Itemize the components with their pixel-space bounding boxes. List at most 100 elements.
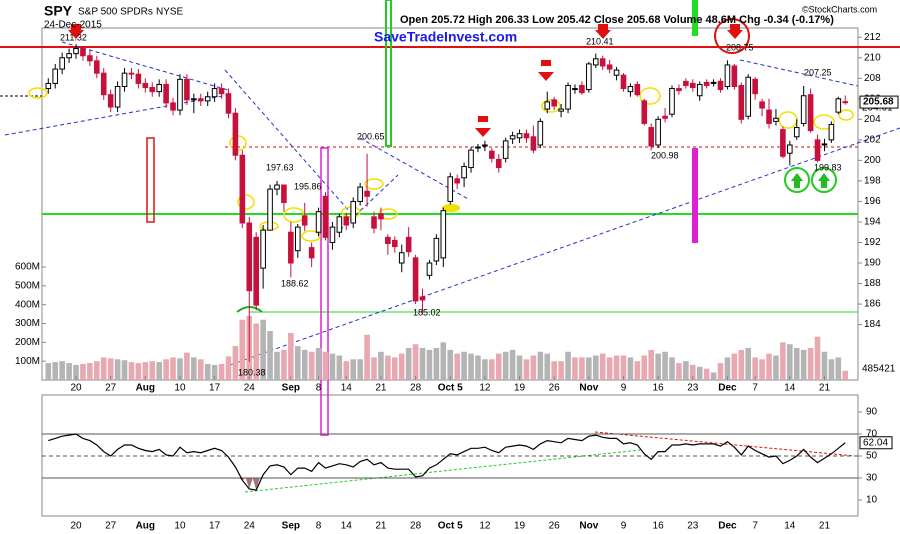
candle-body (80, 48, 86, 57)
candle-body (426, 262, 433, 276)
security-name: S&P 500 SPDRs (78, 7, 153, 18)
candle-body (177, 78, 183, 111)
price-annotation: 207.25 (804, 67, 832, 77)
y-tick-label: 30 (866, 473, 878, 484)
x-tick-label: 27 (105, 521, 117, 532)
volume-bar (267, 331, 273, 380)
candle-body (537, 120, 544, 146)
x-tick-label: 9 (621, 383, 627, 394)
highlight-circle (283, 207, 305, 223)
volume-bar (662, 351, 668, 380)
volume-bar (94, 361, 100, 380)
candle-body (191, 98, 197, 101)
price-annotation: 180.38 (238, 367, 266, 377)
highlight-circle (541, 99, 561, 113)
volume-bar (482, 359, 488, 380)
candle-body (641, 100, 648, 124)
credit: ©StockCharts.com (802, 4, 877, 14)
price-annotation: 199.83 (814, 162, 842, 172)
candle-body (121, 72, 128, 87)
candle-body (530, 136, 537, 151)
candle-body (66, 53, 72, 59)
candle-body (745, 76, 752, 117)
candle-body (232, 112, 239, 156)
volume-bar (301, 349, 308, 380)
trend-line (244, 449, 641, 493)
volume-bar (627, 357, 634, 380)
highlight-circle (301, 230, 321, 242)
candle-body (336, 216, 343, 233)
x-tick-label: 23 (687, 383, 699, 394)
candle-body (294, 226, 301, 252)
volume-bar (710, 372, 717, 380)
volume-bar (343, 361, 350, 380)
volume-bar (495, 353, 502, 380)
volume-bar (80, 363, 86, 380)
candle-body (107, 94, 114, 108)
x-tick-label: 9 (621, 521, 627, 532)
volume-bar (45, 363, 52, 380)
watermark: SaveTradeInvest.com (374, 29, 517, 45)
volume-bar (793, 347, 800, 380)
candle-body (773, 117, 779, 122)
volume-bar (523, 359, 530, 380)
exchange: NYSE (156, 7, 184, 18)
volume-last-label: 485421 (862, 364, 896, 375)
candle-body (170, 102, 176, 111)
last-rsi: 62.04 (863, 437, 888, 448)
x-tick-label: 14 (784, 383, 796, 394)
volume-bar (114, 359, 121, 380)
candle-body (544, 101, 551, 110)
volume-bar (107, 358, 114, 380)
volume-bar (835, 357, 842, 380)
candle-body (163, 83, 169, 104)
highlight-dot (442, 204, 460, 212)
candle-body (724, 64, 731, 87)
volume-bar (177, 358, 183, 380)
candle-body (52, 68, 59, 84)
volume-bar (315, 347, 322, 380)
y-tick-label: 70 (866, 429, 878, 440)
candle-body (475, 146, 481, 149)
x-tick-label: 14 (784, 521, 796, 532)
candle-body (558, 108, 564, 112)
volume-bar (294, 346, 301, 380)
candle-body (565, 84, 571, 110)
volume-bar (204, 363, 211, 380)
x-tick-label: 28 (410, 521, 422, 532)
volume-bar (537, 351, 544, 380)
candle-body (350, 200, 357, 224)
highlight-circle (838, 109, 854, 121)
candle-body (87, 55, 93, 62)
x-tick-label: 21 (375, 383, 387, 394)
volume-bar (121, 360, 128, 380)
highlight-box (385, 0, 392, 147)
volume-bar (592, 355, 599, 380)
candle-body (253, 236, 259, 306)
candle-body (766, 109, 772, 124)
trend-line (594, 431, 856, 457)
candle-body (149, 87, 156, 93)
candle-body (807, 94, 814, 132)
candle-body (814, 139, 821, 161)
highlight-circle (28, 87, 48, 99)
volume-bar (766, 353, 772, 380)
volume-bar (322, 351, 329, 380)
volume-bar (683, 361, 689, 380)
candle-body (780, 129, 786, 157)
highlight-circle (639, 87, 661, 105)
x-tick-label: 24 (244, 521, 256, 532)
candle-body (267, 188, 273, 231)
candle-body (482, 144, 488, 147)
y-tick-label: 100M (15, 356, 40, 367)
quote: Open 205.72 High 206.33 Low 205.42 Close… (400, 14, 834, 26)
x-tick-label: Aug (136, 383, 155, 394)
volume-bar (253, 323, 259, 380)
volume-bar (689, 364, 696, 380)
candle-body (94, 60, 100, 74)
volume-bar (336, 355, 343, 380)
x-tick-label: 20 (70, 521, 82, 532)
price-annotation: 208.75 (726, 42, 754, 52)
last-price: 205.68 (863, 97, 894, 108)
candle-body (392, 239, 398, 248)
